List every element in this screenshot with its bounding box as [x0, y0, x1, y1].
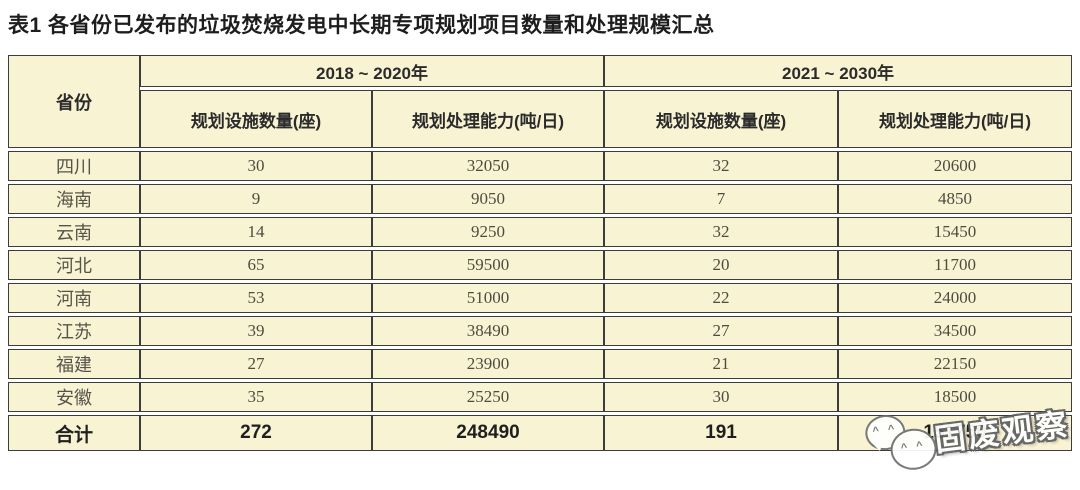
- value-cell: 39: [140, 316, 372, 346]
- table-row-sichuan: 四川 30 32050 32 20600: [8, 151, 1073, 181]
- value-cell: 14: [140, 217, 372, 247]
- value-cell: 25250: [372, 382, 605, 412]
- province-cell: 海南: [8, 184, 140, 214]
- table-row-total: 合计 272 248490 191 151750: [8, 415, 1073, 451]
- header-period-row: 省份 2018 ~ 2020年 2021 ~ 2030年: [8, 55, 1073, 148]
- value-cell: 32: [604, 151, 839, 181]
- value-cell: 22150: [838, 349, 1073, 379]
- table-row-jiangsu: 江苏 39 38490 27 34500: [8, 316, 1073, 346]
- header-province: 省份: [8, 55, 140, 148]
- value-cell: 38490: [372, 316, 605, 346]
- planning-summary-table: 省份 2018 ~ 2020年 2021 ~ 2030年 规划设施数量(座) 规…: [8, 52, 1073, 454]
- value-cell: 32: [604, 217, 839, 247]
- value-cell: 24000: [838, 283, 1073, 313]
- header-facilities-2018: 规划设施数量(座): [140, 90, 372, 148]
- total-value-cell: 248490: [372, 415, 605, 451]
- value-cell: 27: [604, 316, 839, 346]
- province-cell: 江苏: [8, 316, 140, 346]
- value-cell: 9: [140, 184, 372, 214]
- value-cell: 30: [604, 382, 839, 412]
- value-cell: 15450: [838, 217, 1073, 247]
- value-cell: 9250: [372, 217, 605, 247]
- table-row-henan: 河南 53 51000 22 24000: [8, 283, 1073, 313]
- value-cell: 21: [604, 349, 839, 379]
- province-cell: 河北: [8, 250, 140, 280]
- value-cell: 7: [604, 184, 839, 214]
- value-cell: 53: [140, 283, 372, 313]
- value-cell: 18500: [838, 382, 1073, 412]
- value-cell: 32050: [372, 151, 605, 181]
- value-cell: 35: [140, 382, 372, 412]
- header-period-2018-2020: 2018 ~ 2020年: [140, 55, 605, 87]
- value-cell: 20600: [838, 151, 1073, 181]
- province-cell: 安徽: [8, 382, 140, 412]
- total-value-cell: 272: [140, 415, 372, 451]
- header-period-2021-2030: 2021 ~ 2030年: [604, 55, 1073, 87]
- value-cell: 11700: [838, 250, 1073, 280]
- value-cell: 4850: [838, 184, 1073, 214]
- value-cell: 30: [140, 151, 372, 181]
- table-row-anhui: 安徽 35 25250 30 18500: [8, 382, 1073, 412]
- value-cell: 22: [604, 283, 839, 313]
- value-cell: 9050: [372, 184, 605, 214]
- table-row-hainan: 海南 9 9050 7 4850: [8, 184, 1073, 214]
- value-cell: 20: [604, 250, 839, 280]
- header-capacity-2021: 规划处理能力(吨/日): [838, 90, 1073, 148]
- table-row-hebei: 河北 65 59500 20 11700: [8, 250, 1073, 280]
- table-row-yunnan: 云南 14 9250 32 15450: [8, 217, 1073, 247]
- value-cell: 51000: [372, 283, 605, 313]
- value-cell: 34500: [838, 316, 1073, 346]
- total-value-cell: 191: [604, 415, 839, 451]
- value-cell: 65: [140, 250, 372, 280]
- value-cell: 59500: [372, 250, 605, 280]
- value-cell: 27: [140, 349, 372, 379]
- total-label-cell: 合计: [8, 415, 140, 451]
- province-cell: 河南: [8, 283, 140, 313]
- value-cell: 23900: [372, 349, 605, 379]
- header-facilities-2021: 规划设施数量(座): [604, 90, 839, 148]
- province-cell: 四川: [8, 151, 140, 181]
- total-value-cell: 151750: [838, 415, 1073, 451]
- table-row-fujian: 福建 27 23900 21 22150: [8, 349, 1073, 379]
- table-title: 表1 各省份已发布的垃圾焚烧发电中长期专项规划项目数量和处理规模汇总: [8, 14, 715, 37]
- header-capacity-2018: 规划处理能力(吨/日): [372, 90, 605, 148]
- province-cell: 云南: [8, 217, 140, 247]
- header-sub-row: 规划设施数量(座) 规划处理能力(吨/日) 规划设施数量(座) 规划处理能力(吨…: [8, 90, 1073, 148]
- province-cell: 福建: [8, 349, 140, 379]
